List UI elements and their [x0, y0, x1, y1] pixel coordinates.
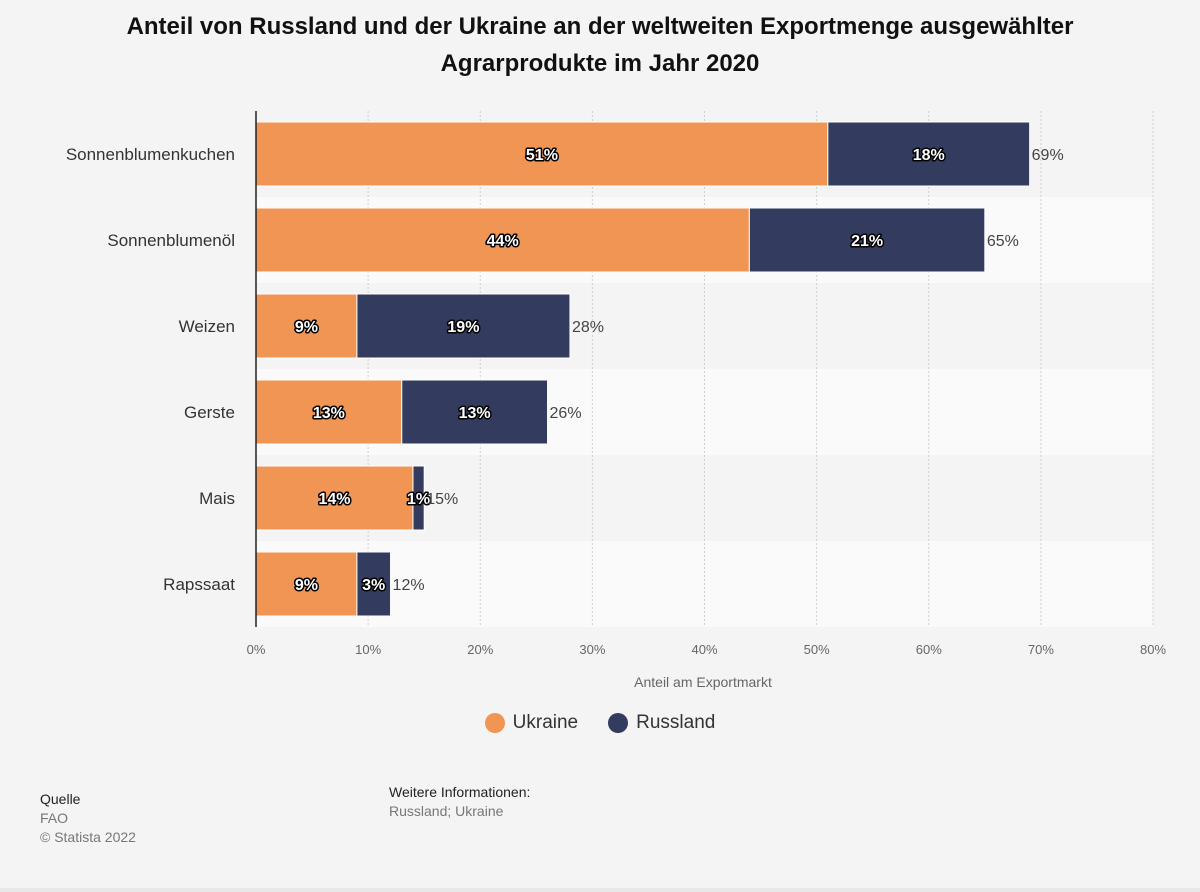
total-label-mais: 15% [426, 491, 458, 508]
x-tick-label: 20% [467, 642, 493, 657]
bar-label-ukraine-mais: 14% [318, 491, 350, 508]
category-label-weizen: Weizen [179, 317, 235, 336]
source-heading: Quelle [40, 791, 81, 807]
legend: Ukraine Russland [0, 712, 1200, 734]
total-label-sonnenblumenkuchen: 69% [1032, 147, 1064, 164]
bar-russland-rapssaat [356, 551, 392, 617]
category-label-sonnenblumenkuchen: Sonnenblumenkuchen [66, 145, 235, 164]
bar-ukraine-rapssaat [255, 551, 358, 617]
chart-title: Anteil von Russland und der Ukraine an d… [126, 13, 1074, 77]
x-tick-label: 40% [691, 642, 717, 657]
bar-ukraine-weizen [255, 293, 358, 359]
x-tick-label: 60% [916, 642, 942, 657]
more-info-heading: Weitere Informationen: [389, 784, 531, 800]
more-info-block: Weitere Informationen: Russland; Ukraine [389, 783, 530, 821]
more-info-text: Russland; Ukraine [389, 803, 504, 819]
bar-label-russland-sonnenblumenol: 21% [851, 233, 883, 250]
total-label-weizen: 28% [572, 319, 604, 336]
legend-label-ukraine: Ukraine [512, 712, 579, 733]
source-name[interactable]: FAO [40, 810, 69, 826]
bar-label-russland-weizen: 19% [447, 319, 479, 336]
legend-item-ukraine[interactable]: Ukraine [484, 712, 579, 734]
x-tick-label: 50% [804, 642, 830, 657]
bar-ukraine-sonnenblumenkuchen [255, 121, 829, 187]
legend-item-russland[interactable]: Russland [608, 712, 715, 734]
bar-russland-mais [412, 465, 425, 531]
bar-russland-weizen [356, 293, 571, 359]
x-tick-label: 70% [1028, 642, 1054, 657]
bar-label-ukraine-gerste: 13% [313, 405, 345, 422]
bottom-divider [0, 888, 1200, 892]
total-label-gerste: 26% [550, 405, 582, 422]
x-tick-label: 0% [247, 642, 266, 657]
total-label-sonnenblumenol: 65% [987, 233, 1019, 250]
source-copyright: © Statista 2022 [40, 829, 136, 845]
legend-dot-ukraine [484, 713, 505, 733]
total-label-rapssaat: 12% [393, 577, 425, 594]
x-axis-title: Anteil am Exportmarkt [634, 674, 772, 690]
bar-label-russland-sonnenblumenkuchen: 18% [913, 147, 945, 164]
bar-label-russland-gerste: 13% [459, 405, 491, 422]
x-tick-label: 30% [579, 642, 605, 657]
bar-label-russland-rapssaat: 3% [362, 577, 385, 594]
bar-chart: 51% 18% 69% Sonnenblumenkuchen 44% 21% 65% Sonn… [66, 111, 1166, 690]
bar-russland-sonnenblumenkuchen [827, 121, 1031, 187]
bar-label-ukraine-sonnenblumenol: 44% [487, 233, 519, 250]
category-label-mais: Mais [199, 489, 235, 508]
legend-dot-russland [608, 713, 629, 733]
category-label-sonnenblumenol: Sonnenblumenöl [107, 231, 235, 250]
category-label-gerste: Gerste [184, 403, 235, 422]
bar-russland-sonnenblumenol [748, 207, 986, 273]
bar-russland-gerste [401, 379, 549, 445]
legend-label-russland: Russland [636, 712, 716, 733]
bar-label-ukraine-sonnenblumenkuchen: 51% [526, 147, 558, 164]
bar-label-russland-mais: 1% [407, 491, 430, 508]
category-label-rapssaat: Rapssaat [163, 575, 235, 594]
bar-label-ukraine-rapssaat: 9% [295, 577, 318, 594]
source-block: Quelle FAO © Statista 2022 [40, 790, 136, 847]
x-tick-label: 80% [1140, 642, 1166, 657]
x-tick-label: 10% [355, 642, 381, 657]
bar-ukraine-sonnenblumenol [255, 207, 750, 273]
bar-label-ukraine-weizen: 9% [295, 319, 318, 336]
bar-ukraine-gerste [255, 379, 403, 445]
